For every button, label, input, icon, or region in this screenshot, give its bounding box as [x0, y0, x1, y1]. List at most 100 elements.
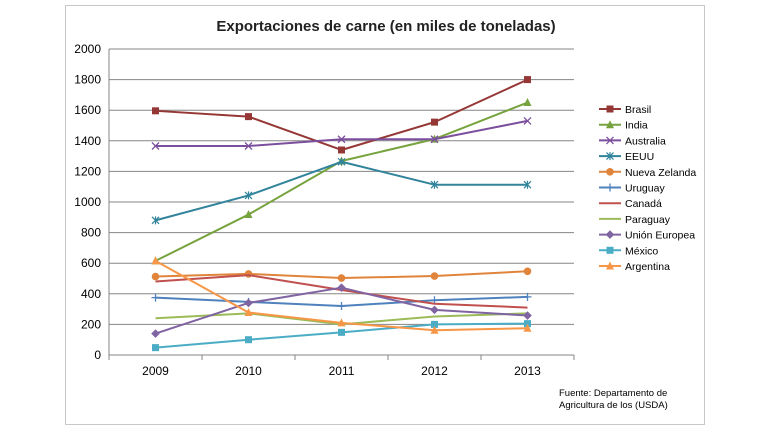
legend-label-8: Unión Europea	[625, 230, 695, 242]
x-tick-label-2011: 2011	[329, 364, 355, 378]
y-tick-label-1800: 1800	[74, 73, 101, 87]
series-2	[151, 116, 532, 150]
source-note-line-1: Agricultura de los (USDA)	[559, 400, 668, 411]
y-tick-label-800: 800	[81, 226, 101, 240]
legend-entry-7: Paraguay	[599, 214, 671, 226]
series-10	[151, 256, 532, 334]
series-5-point-4	[523, 292, 532, 301]
legend-swatch-marker-5	[606, 183, 614, 192]
series-8-point-0	[151, 329, 160, 338]
series-4-point-3	[430, 272, 439, 280]
series-3-point-3	[430, 180, 439, 189]
legend-swatch-marker-0	[606, 105, 614, 113]
series-1	[151, 98, 532, 265]
series-3	[151, 157, 532, 225]
series-2-point-4	[523, 116, 532, 125]
y-tick-label-1000: 1000	[74, 195, 101, 209]
series-1-point-4	[523, 98, 532, 107]
legend-entry-3: EEUU	[599, 151, 654, 163]
legend-label-6: Canadá	[625, 198, 662, 210]
data-series	[151, 76, 532, 352]
series-10-point-4	[523, 323, 532, 332]
y-tick-label-200: 200	[81, 317, 101, 331]
grid-lines	[109, 48, 574, 325]
y-tick-label-1400: 1400	[74, 134, 101, 148]
series-4-point-2	[337, 274, 346, 282]
legend-label-4: Nueva Zelanda	[625, 167, 696, 179]
series-2-point-0	[151, 142, 160, 150]
y-tick-label-400: 400	[81, 287, 101, 301]
legend-label-2: Australia	[625, 135, 666, 147]
y-tick-label-2000: 2000	[74, 42, 101, 56]
series-3-point-1	[244, 191, 253, 200]
series-10-point-1	[244, 307, 253, 316]
series-1-point-1	[244, 210, 253, 219]
series-5-point-2	[337, 302, 346, 311]
series-4	[151, 267, 532, 282]
series-9	[152, 320, 531, 352]
legend-label-0: Brasil	[625, 104, 651, 116]
series-2-point-2	[337, 135, 346, 144]
legend-label-9: México	[625, 245, 658, 257]
legend-label-7: Paraguay	[625, 214, 671, 226]
legend-entry-9: México	[599, 245, 658, 257]
series-5-point-0	[151, 293, 160, 302]
legend-swatch-marker-8	[605, 230, 615, 239]
legend: Brasil India Australia EEUU Nueva Zelanda Uru…	[599, 104, 696, 273]
x-tick-label-2012: 2012	[421, 364, 448, 378]
x-tick-label-2013: 2013	[514, 364, 541, 378]
legend-swatch-marker-3	[606, 152, 614, 161]
series-4-point-0	[151, 272, 160, 281]
legend-entry-4: Nueva Zelanda	[599, 167, 696, 179]
series-9-point-0	[152, 344, 159, 352]
series-0-point-3	[431, 118, 438, 126]
series-line-8	[155, 286, 528, 335]
source-note-line-0: Fuente: Departamento de	[559, 388, 667, 399]
legend-swatch-marker-10	[606, 261, 614, 270]
legend-entry-2: Australia	[599, 135, 666, 147]
axes: 0 200 400 600 800 1000 1200 1400 1600 1800 2000 200…	[74, 42, 575, 378]
legend-label-5: Uruguay	[625, 183, 665, 195]
series-5	[151, 292, 532, 311]
series-line-3	[155, 160, 528, 222]
series-3-point-0	[151, 216, 160, 225]
legend-entry-10: Argentina	[599, 261, 670, 273]
legend-swatch-marker-4	[606, 168, 614, 176]
x-tick-label-2010: 2010	[235, 364, 262, 378]
series-0-point-2	[338, 146, 345, 154]
series-0	[152, 76, 531, 154]
legend-label-1: India	[625, 120, 648, 132]
series-0-point-0	[152, 107, 159, 115]
chart-frame: Exportaciones de carne (en miles de tone…	[65, 5, 705, 425]
series-8-point-1	[244, 298, 253, 308]
series-9-point-1	[245, 336, 252, 344]
series-line-1	[155, 101, 528, 262]
series-8-point-2	[337, 283, 346, 292]
legend-entry-6: Canadá	[599, 198, 662, 210]
series-9-point-4	[524, 320, 531, 328]
series-2-point-1	[244, 142, 253, 150]
y-tick-label-1200: 1200	[74, 164, 101, 178]
legend-entry-0: Brasil	[599, 104, 651, 116]
series-8-point-3	[430, 305, 439, 315]
series-4-point-4	[523, 267, 532, 276]
chart-title: Exportaciones de carne (en miles de tone…	[216, 18, 555, 35]
series-3-point-2	[337, 157, 346, 166]
y-tick-label-0: 0	[94, 348, 101, 362]
series-10-point-0	[151, 256, 160, 265]
legend-entry-1: India	[599, 120, 648, 132]
legend-swatch-marker-9	[606, 246, 614, 254]
legend-label-10: Argentina	[625, 261, 670, 273]
legend-entry-8: Unión Europea	[599, 230, 695, 242]
legend-label-3: EEUU	[625, 151, 654, 163]
y-tick-label-1600: 1600	[74, 103, 101, 117]
series-10-point-3	[430, 325, 439, 334]
series-3-point-4	[523, 180, 532, 189]
x-tick-label-2009: 2009	[142, 364, 169, 378]
legend-swatch-marker-2	[606, 136, 614, 145]
series-9-point-2	[338, 328, 345, 336]
series-2-point-3	[430, 135, 439, 144]
series-9-point-3	[431, 320, 438, 328]
y-tick-label-600: 600	[81, 256, 101, 270]
